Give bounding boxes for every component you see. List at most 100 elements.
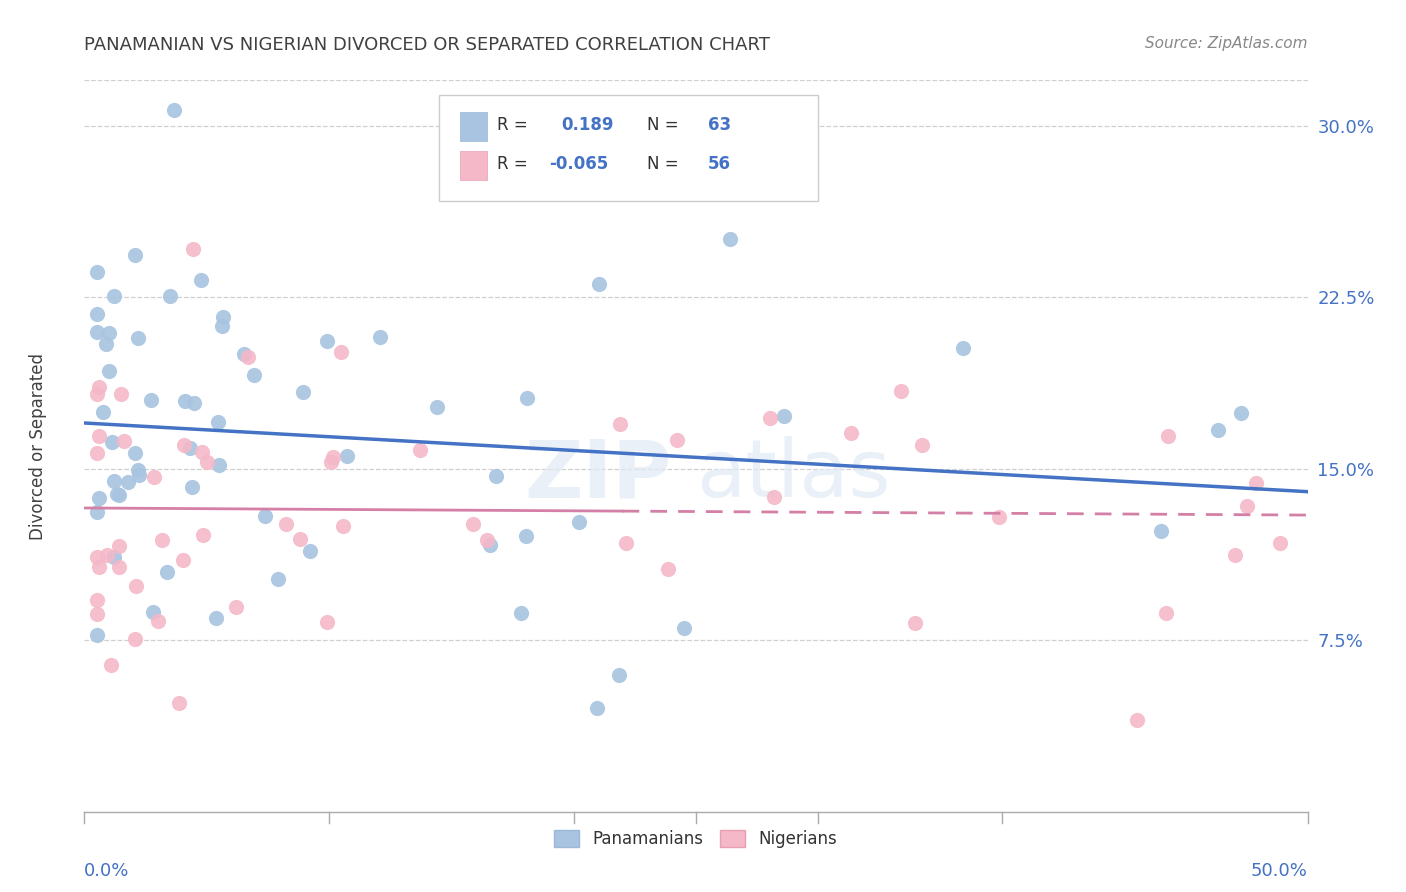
Point bbox=[86, 549, 108, 564]
Point bbox=[672, 621, 695, 635]
Point bbox=[329, 345, 352, 359]
Point bbox=[173, 394, 195, 409]
Point bbox=[127, 331, 149, 345]
Point bbox=[191, 528, 214, 542]
Point bbox=[461, 517, 484, 532]
Point bbox=[332, 519, 354, 533]
Point bbox=[1244, 475, 1267, 490]
Point bbox=[156, 565, 179, 579]
Text: 0.189: 0.189 bbox=[561, 116, 614, 134]
Point bbox=[98, 326, 121, 340]
Point bbox=[212, 310, 235, 324]
FancyBboxPatch shape bbox=[460, 152, 486, 180]
Point bbox=[159, 289, 181, 303]
Point bbox=[225, 600, 247, 615]
Text: N =: N = bbox=[647, 155, 679, 173]
Point bbox=[718, 232, 741, 246]
Point bbox=[1126, 714, 1149, 728]
Point bbox=[236, 350, 259, 364]
Point bbox=[169, 696, 191, 710]
Point bbox=[181, 480, 204, 494]
Point bbox=[988, 510, 1011, 524]
Point bbox=[86, 446, 108, 460]
Point bbox=[211, 318, 233, 333]
Point bbox=[86, 593, 108, 607]
Point bbox=[124, 248, 146, 262]
Point bbox=[1150, 524, 1173, 538]
Text: 63: 63 bbox=[709, 116, 731, 134]
Point bbox=[142, 470, 165, 484]
Point bbox=[93, 405, 115, 419]
Text: -0.065: -0.065 bbox=[550, 155, 609, 173]
Point bbox=[100, 657, 122, 672]
Point bbox=[254, 508, 277, 523]
Point bbox=[108, 488, 131, 502]
Point bbox=[207, 416, 229, 430]
Point bbox=[150, 533, 173, 548]
Point bbox=[1225, 548, 1247, 562]
Point bbox=[86, 607, 108, 621]
Point bbox=[87, 429, 110, 443]
Point bbox=[89, 491, 111, 506]
Point bbox=[205, 611, 228, 625]
Point bbox=[759, 411, 782, 425]
Point bbox=[890, 384, 912, 399]
FancyBboxPatch shape bbox=[439, 95, 818, 201]
Text: 0.0%: 0.0% bbox=[84, 862, 129, 880]
Point bbox=[101, 434, 124, 449]
Point bbox=[911, 438, 934, 452]
Text: R =: R = bbox=[496, 116, 527, 134]
Point bbox=[141, 392, 163, 407]
Point bbox=[87, 379, 110, 393]
Point bbox=[173, 438, 195, 452]
Point bbox=[127, 463, 149, 477]
Point bbox=[299, 544, 322, 558]
Point bbox=[288, 532, 311, 546]
Text: R =: R = bbox=[496, 155, 527, 173]
Point bbox=[86, 265, 108, 279]
Point bbox=[1157, 429, 1180, 443]
Point bbox=[103, 549, 125, 564]
Point bbox=[516, 391, 538, 405]
Point bbox=[163, 103, 186, 117]
Point bbox=[485, 469, 508, 483]
Point bbox=[86, 307, 108, 321]
Point bbox=[110, 386, 132, 401]
Point bbox=[292, 384, 315, 399]
FancyBboxPatch shape bbox=[460, 112, 486, 141]
Point bbox=[190, 273, 212, 287]
Point bbox=[128, 468, 150, 483]
Point bbox=[108, 539, 131, 553]
Point bbox=[839, 425, 862, 440]
Point bbox=[515, 529, 537, 543]
Point bbox=[125, 579, 148, 593]
Point bbox=[124, 445, 146, 459]
Point bbox=[86, 627, 108, 641]
Point bbox=[479, 538, 502, 552]
Point bbox=[124, 632, 146, 646]
Point bbox=[86, 505, 108, 519]
Point bbox=[336, 449, 359, 463]
Point bbox=[242, 368, 264, 382]
Point bbox=[96, 549, 118, 563]
Legend: Panamanians, Nigerians: Panamanians, Nigerians bbox=[548, 823, 844, 855]
Point bbox=[666, 434, 689, 448]
Point bbox=[142, 605, 165, 619]
Point bbox=[96, 337, 118, 351]
Point bbox=[266, 572, 288, 586]
Point bbox=[112, 434, 135, 448]
Point bbox=[609, 417, 631, 431]
Point bbox=[1206, 423, 1229, 437]
Point bbox=[319, 455, 342, 469]
Point bbox=[316, 334, 339, 348]
Point bbox=[86, 326, 108, 340]
Point bbox=[509, 607, 531, 621]
Point bbox=[315, 615, 337, 630]
Point bbox=[586, 700, 609, 714]
Point bbox=[1270, 536, 1292, 550]
Point bbox=[568, 515, 591, 529]
Text: atlas: atlas bbox=[696, 436, 890, 515]
Point bbox=[475, 533, 498, 548]
Point bbox=[952, 341, 974, 355]
Point bbox=[1154, 606, 1177, 620]
